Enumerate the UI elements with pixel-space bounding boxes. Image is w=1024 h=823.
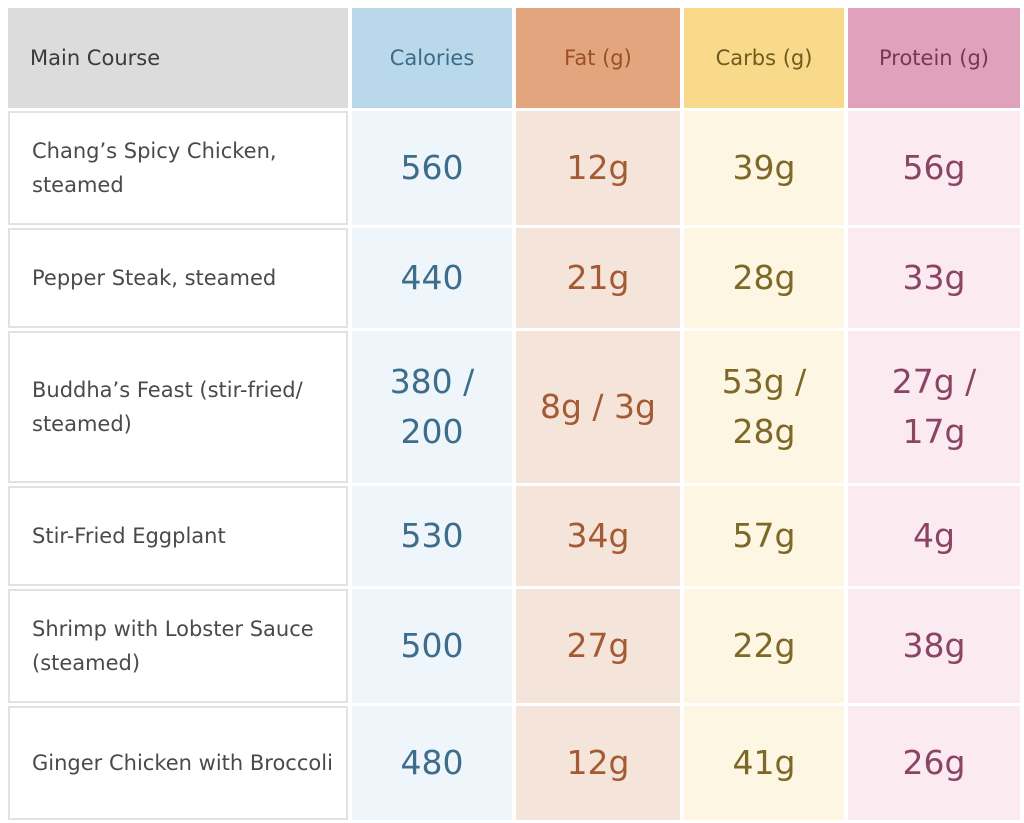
row-name: Pepper Steak, steamed: [8, 228, 348, 328]
row-carbs: 28g: [684, 228, 844, 328]
row-carbs: 39g: [684, 111, 844, 225]
row-name: Stir-Fried Eggplant: [8, 486, 348, 586]
row-fat: 8g / 3g: [516, 331, 680, 483]
row-fat: 21g: [516, 228, 680, 328]
row-protein: 26g: [848, 706, 1020, 820]
row-calories: 480: [352, 706, 512, 820]
row-carbs: 57g: [684, 486, 844, 586]
row-calories: 440: [352, 228, 512, 328]
row-protein: 38g: [848, 589, 1020, 703]
row-fat: 34g: [516, 486, 680, 586]
row-calories: 500: [352, 589, 512, 703]
row-protein: 56g: [848, 111, 1020, 225]
header-calories: Calories: [352, 8, 512, 108]
row-protein: 27g / 17g: [848, 331, 1020, 483]
row-calories: 560: [352, 111, 512, 225]
row-carbs: 53g / 28g: [684, 331, 844, 483]
row-calories: 530: [352, 486, 512, 586]
header-fat: Fat (g): [516, 8, 680, 108]
row-fat: 12g: [516, 111, 680, 225]
row-name: Shrimp with Lobster Sauce (steamed): [8, 589, 348, 703]
header-main-course: Main Course: [8, 8, 348, 108]
header-protein: Protein (g): [848, 8, 1020, 108]
row-name: Chang’s Spicy Chicken, steamed: [8, 111, 348, 225]
row-calories: 380 / 200: [352, 331, 512, 483]
row-protein: 33g: [848, 228, 1020, 328]
row-name: Ginger Chicken with Broccoli: [8, 706, 348, 820]
row-protein: 4g: [848, 486, 1020, 586]
row-fat: 12g: [516, 706, 680, 820]
header-carbs: Carbs (g): [684, 8, 844, 108]
nutrition-table: Main Course Calories Fat (g) Carbs (g) P…: [8, 8, 1020, 820]
row-fat: 27g: [516, 589, 680, 703]
row-carbs: 22g: [684, 589, 844, 703]
row-carbs: 41g: [684, 706, 844, 820]
row-name: Buddha’s Feast (stir-fried/ steamed): [8, 331, 348, 483]
